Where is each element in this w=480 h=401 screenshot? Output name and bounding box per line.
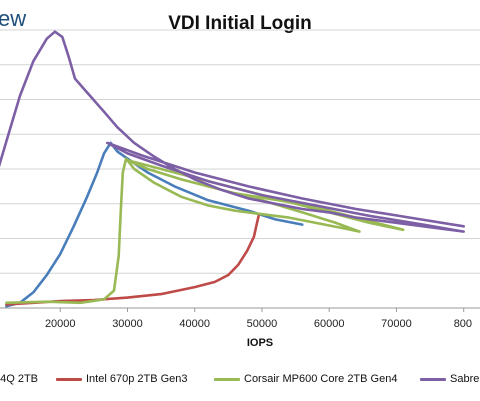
x-tick-label: 50000 (247, 318, 278, 330)
series-line-0 (5, 141, 304, 308)
x-tick-label: 70000 (381, 318, 412, 330)
legend-item-intel-670p: Intel 670p 2TB Gen3 (56, 369, 188, 389)
series-line-1 (5, 214, 260, 306)
legend-label: Intel 670p 2TB Gen3 (86, 373, 188, 385)
legend-item-sabre: Sabre (420, 369, 479, 389)
x-axis-label: IOPS (246, 337, 274, 349)
x-tick-label: 30000 (112, 318, 143, 330)
legend-item-corsair-mp600: Corsair MP600 Core 2TB Gen4 (214, 369, 397, 389)
legend-label: Corsair MP600 Core 2TB Gen4 (244, 373, 398, 385)
legend-swatch (214, 377, 240, 381)
legend-swatch (420, 377, 446, 381)
chart-title: VDI Initial Login (168, 13, 312, 34)
x-tick-label: 20000 (45, 318, 76, 330)
x-tick-label: 40000 (179, 318, 210, 330)
brand-logo-fragment: ew (0, 6, 27, 31)
series-line-3 (0, 30, 465, 233)
x-tick-label: 60000 (314, 318, 345, 330)
legend: 34Q 2TB Intel 670p 2TB Gen3 Corsair MP60… (0, 369, 480, 389)
legend-swatch (56, 377, 82, 381)
x-tick-label: 800 (454, 318, 472, 330)
legend-label: Sabre (450, 373, 480, 385)
legend-label: 34Q 2TB (0, 373, 39, 385)
legend-item-34q: 34Q 2TB (0, 369, 38, 389)
